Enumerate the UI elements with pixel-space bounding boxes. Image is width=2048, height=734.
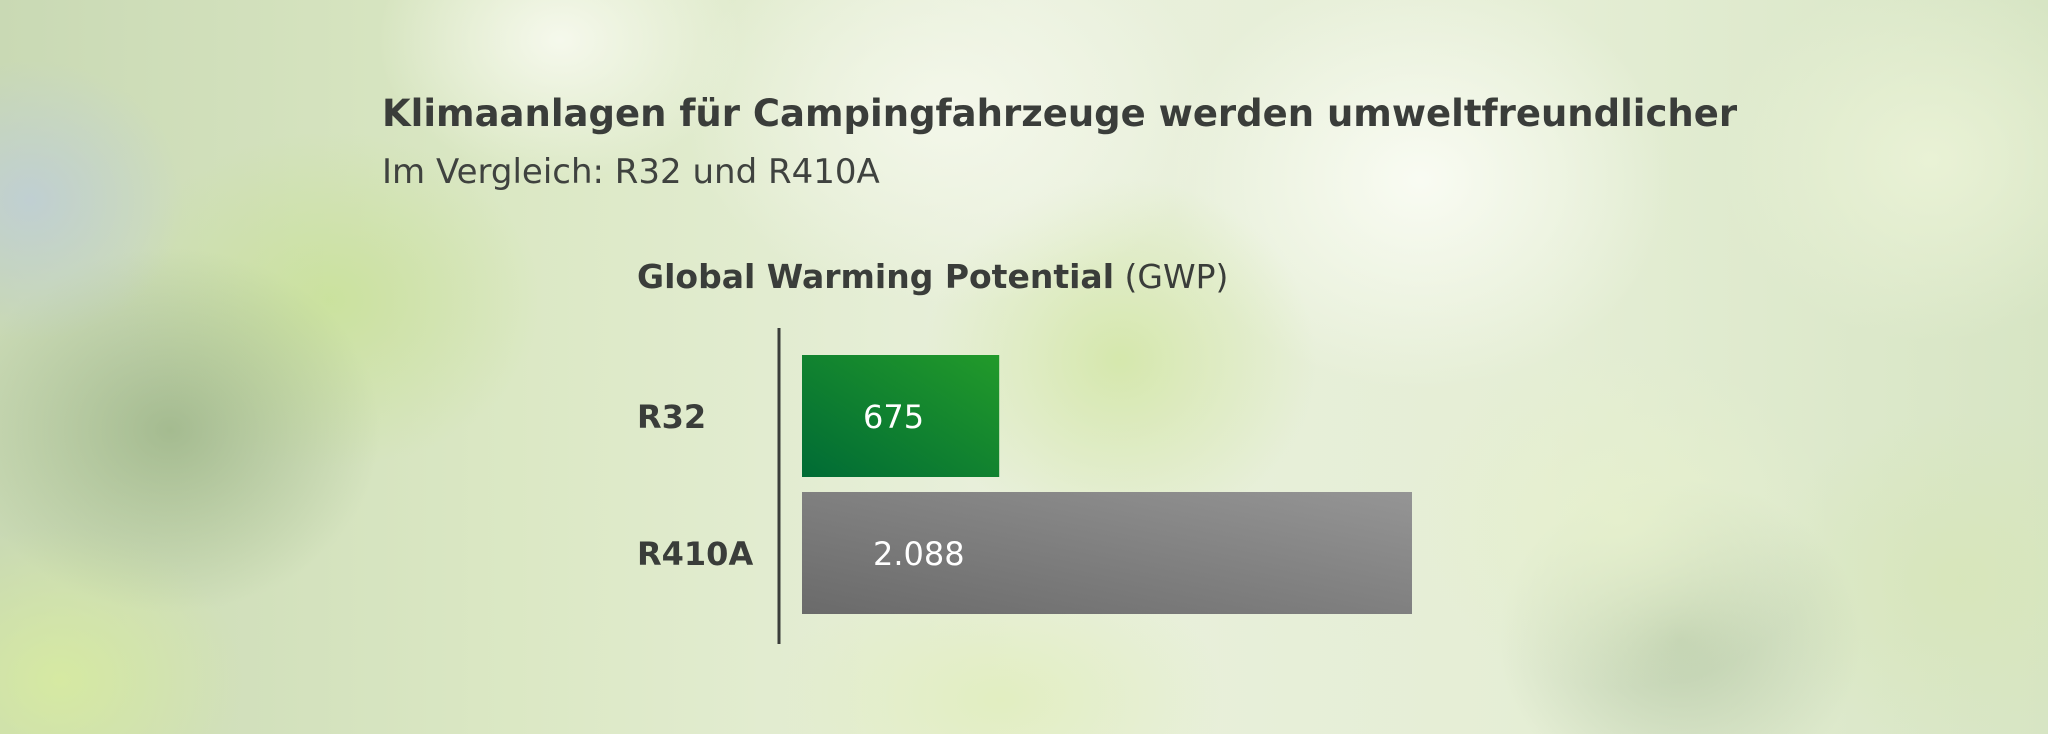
- bars-group: R32 675 R410A 2.088: [637, 355, 1412, 614]
- value-label-r410a: 2.088: [873, 535, 965, 573]
- bar-r410a: [802, 492, 1412, 614]
- category-label-r410a: R410A: [637, 535, 753, 573]
- page-title: Klimaanlagen für Campingfahrzeuge werden…: [382, 92, 1738, 135]
- chart-heading-unit: (GWP): [1124, 257, 1229, 296]
- category-label-r32: R32: [637, 398, 706, 436]
- chart-heading: Global Warming Potential (GWP): [637, 252, 1228, 302]
- chart-heading-main: Global Warming Potential: [637, 257, 1115, 296]
- value-label-r32: 675: [863, 398, 924, 436]
- page-subtitle: Im Vergleich: R32 und R410A: [382, 152, 880, 192]
- bar-r32: [802, 355, 1000, 477]
